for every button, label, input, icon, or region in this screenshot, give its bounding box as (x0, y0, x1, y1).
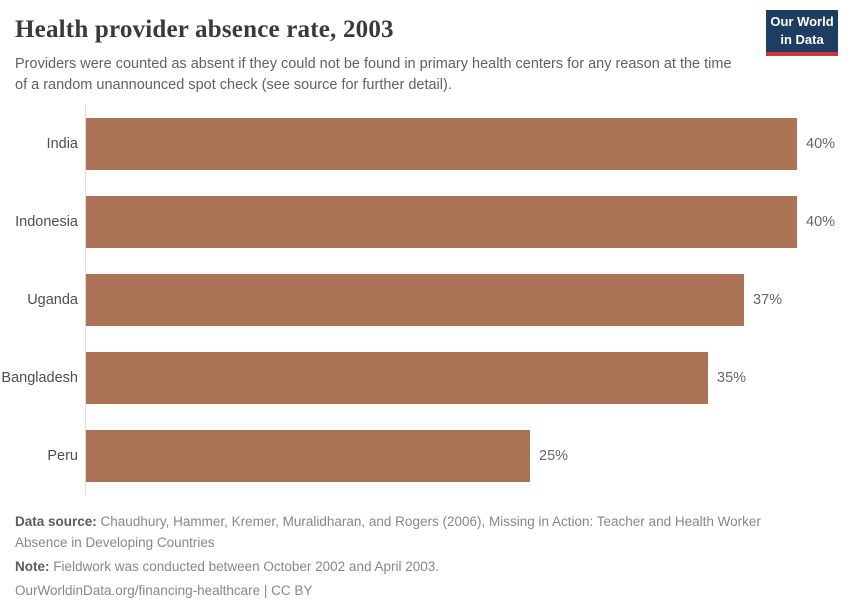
bar-row: India 40% (47, 118, 850, 170)
bar-row: Indonesia 40% (15, 196, 850, 248)
bar[interactable] (86, 430, 530, 482)
bar[interactable] (86, 274, 744, 326)
chart-footer: Data source: Chaudhury, Hammer, Kremer, … (15, 512, 805, 605)
value-label: 25% (539, 448, 569, 464)
bar-chart-rows: India 40% Indonesia 40% Uganda 37% Bangl… (1, 105, 850, 495)
note-text: Fieldwork was conducted between October … (53, 558, 440, 574)
chart-title: Health provider absence rate, 2003 (15, 16, 394, 43)
value-label: 40% (806, 136, 836, 152)
chart-subtitle: Providers were counted as absent if they… (15, 56, 732, 94)
category-label: India (46, 136, 78, 152)
data-source-text: Chaudhury, Hammer, Kremer, Muralidharan,… (15, 514, 761, 550)
value-label: 40% (806, 214, 836, 230)
bar-row: Uganda 37% (27, 274, 850, 326)
category-label: Indonesia (15, 214, 78, 230)
citation-line[interactable]: OurWorldinData.org/financing-healthcare … (15, 581, 805, 602)
value-label: 37% (753, 292, 783, 308)
owid-logo-line1: Our World (770, 14, 834, 30)
bar-row: Peru 25% (47, 430, 850, 482)
category-label: Bangladesh (1, 370, 78, 386)
category-label: Uganda (27, 292, 78, 308)
bar[interactable] (86, 118, 797, 170)
category-label: Peru (47, 448, 78, 464)
note-label: Note: (15, 558, 50, 574)
data-source-line: Data source: Chaudhury, Hammer, Kremer, … (15, 512, 805, 554)
data-source-label: Data source: (15, 514, 97, 529)
bar[interactable] (86, 196, 797, 248)
owid-logo[interactable]: Our World in Data (766, 10, 838, 56)
owid-logo-line2: in Data (780, 32, 824, 47)
bar[interactable] (86, 352, 708, 404)
citation-url: OurWorldinData.org/financing-healthcare … (15, 582, 313, 598)
bar-row: Bangladesh 35% (1, 352, 850, 404)
bar-chart: India 40% Indonesia 40% Uganda 37% Bangl… (1, 105, 850, 495)
value-label: 35% (717, 370, 747, 386)
note-line: Note: Fieldwork was conducted between Oc… (15, 557, 805, 578)
